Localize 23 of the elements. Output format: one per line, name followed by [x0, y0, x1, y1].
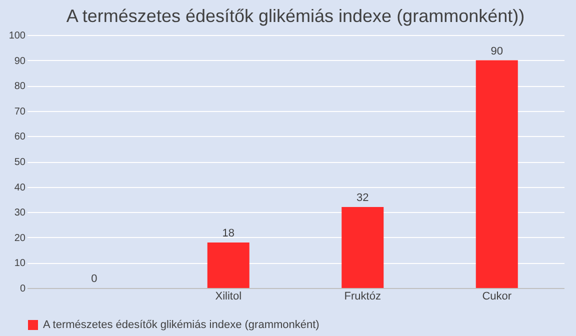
bar: [476, 60, 518, 288]
bar: [207, 242, 250, 288]
x-tick-label: Xilitol: [215, 290, 242, 302]
y-tick-label: 70: [14, 106, 26, 118]
y-tick-label: 60: [14, 132, 26, 143]
data-label: 32: [356, 192, 369, 204]
data-label: 18: [222, 227, 234, 240]
y-tick-label: 40: [14, 182, 26, 194]
y-tick-label: 90: [14, 56, 26, 67]
y-tick-label: 50: [14, 157, 26, 168]
y-tick-label: 10: [14, 258, 26, 270]
y-tick-label: 80: [14, 81, 26, 92]
y-tick-label: 0: [20, 284, 26, 294]
x-tick-label: Fruktóz: [344, 290, 381, 302]
y-tick-label: 20: [14, 232, 26, 244]
y-tick-label: 100: [8, 30, 26, 42]
y-tick-label: 30: [14, 208, 26, 219]
x-tick-label: Cukor: [482, 290, 512, 302]
bar: [342, 207, 384, 288]
chart-title: A természetes édesítők glikémiás indexe (grammonként)): [66, 6, 525, 26]
data-label: 0: [91, 273, 98, 285]
legend-label: A természetes édesítők glikémiás indexe (grammonként): [43, 319, 320, 331]
data-label: 90: [490, 45, 503, 58]
